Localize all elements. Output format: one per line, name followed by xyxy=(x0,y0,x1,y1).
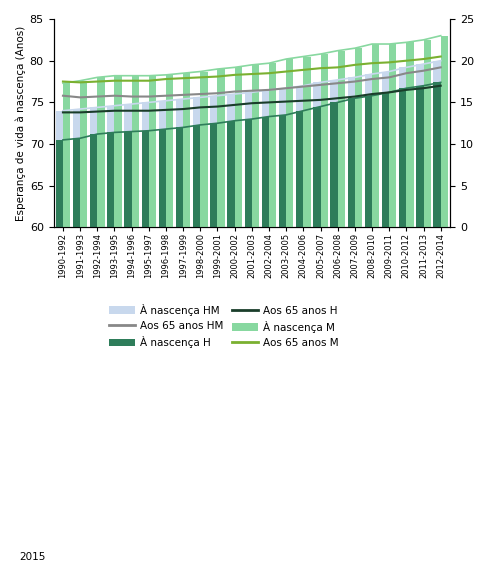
Bar xyxy=(141,131,148,227)
Bar xyxy=(210,123,217,227)
Bar xyxy=(176,127,183,227)
Text: 2015: 2015 xyxy=(20,552,46,562)
Bar xyxy=(440,35,447,227)
Bar xyxy=(159,101,173,227)
Bar xyxy=(423,40,430,227)
Bar xyxy=(303,56,310,227)
Bar xyxy=(183,73,190,227)
Bar xyxy=(415,86,423,227)
Bar xyxy=(354,48,362,227)
Bar xyxy=(200,72,207,227)
Bar xyxy=(381,92,388,227)
Bar xyxy=(313,82,327,227)
Bar xyxy=(114,75,122,227)
Bar xyxy=(131,75,139,227)
Bar xyxy=(176,99,190,227)
Bar xyxy=(278,88,293,227)
Bar xyxy=(381,72,396,227)
Bar xyxy=(244,92,259,227)
Bar xyxy=(415,64,430,227)
Legend: À nascença HM, Aos 65 anos HM, À nascença H, Aos 65 anos H, À nascença M, Aos 65: À nascença HM, Aos 65 anos HM, À nascenç… xyxy=(105,300,343,352)
Bar xyxy=(90,134,97,227)
Bar xyxy=(73,138,80,227)
Bar xyxy=(295,111,303,227)
Bar xyxy=(165,75,173,227)
Bar xyxy=(244,119,251,227)
Bar xyxy=(398,88,406,227)
Bar xyxy=(227,94,242,227)
Bar xyxy=(268,63,276,227)
Bar xyxy=(107,106,122,227)
Bar xyxy=(80,81,87,227)
Bar xyxy=(398,68,413,227)
Bar xyxy=(285,59,293,227)
Bar xyxy=(347,98,354,227)
Bar xyxy=(63,83,70,227)
Bar xyxy=(347,77,362,227)
Bar xyxy=(227,120,234,227)
Bar xyxy=(337,51,344,227)
Bar xyxy=(406,42,413,227)
Bar xyxy=(364,96,371,227)
Bar xyxy=(210,96,224,227)
Bar xyxy=(107,132,114,227)
Bar xyxy=(159,129,165,227)
Bar xyxy=(97,77,104,227)
Bar xyxy=(320,54,327,227)
Y-axis label: Esperança de vida à nascença (Anos): Esperança de vida à nascença (Anos) xyxy=(15,25,25,221)
Bar xyxy=(371,44,379,227)
Bar xyxy=(56,111,70,227)
Bar xyxy=(261,90,276,227)
Bar xyxy=(313,106,320,227)
Bar xyxy=(148,75,156,227)
Bar xyxy=(217,69,224,227)
Bar xyxy=(295,86,310,227)
Bar xyxy=(73,109,87,227)
Bar xyxy=(124,104,139,227)
Bar xyxy=(251,65,259,227)
Bar xyxy=(56,140,63,227)
Bar xyxy=(141,102,156,227)
Bar xyxy=(364,74,379,227)
Bar xyxy=(278,115,285,227)
Bar xyxy=(388,44,396,227)
Bar xyxy=(193,97,207,227)
Bar xyxy=(90,108,104,227)
Bar xyxy=(234,68,242,227)
Bar xyxy=(261,117,268,227)
Bar xyxy=(330,102,337,227)
Bar xyxy=(330,80,344,227)
Bar xyxy=(432,82,440,227)
Bar xyxy=(193,125,200,227)
Bar xyxy=(432,61,447,227)
Bar xyxy=(124,132,131,227)
